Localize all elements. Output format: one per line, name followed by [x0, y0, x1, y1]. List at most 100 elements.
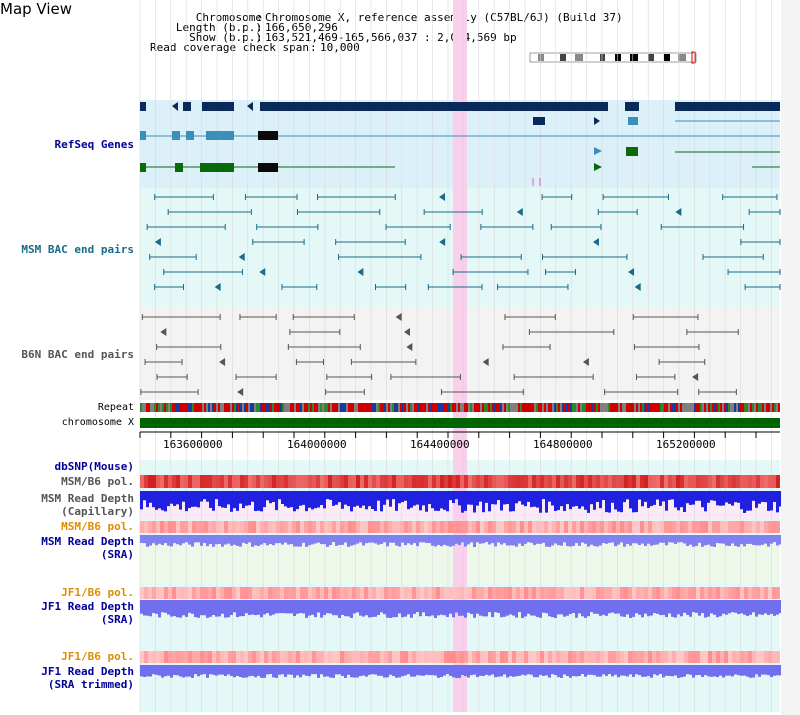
jf1-b6-pol-track-2[interactable] — [140, 651, 780, 663]
depth-bar — [305, 491, 308, 512]
repeat-element — [554, 403, 556, 412]
pol-cell — [616, 587, 620, 599]
depth-bar — [593, 491, 596, 510]
depth-bar — [242, 491, 245, 509]
depth-bar — [224, 491, 227, 508]
depth-bar — [302, 491, 305, 505]
depth-bar — [617, 491, 620, 512]
repeat-element — [248, 403, 250, 412]
refseq-genes[interactable] — [140, 102, 780, 172]
chromosome-ideogram[interactable] — [529, 51, 697, 64]
depth-bar — [329, 600, 332, 614]
repeat-element — [606, 403, 608, 412]
pol-cell — [208, 587, 212, 599]
track-label-jf1-b6-pol[interactable]: JF1/B6 pol. — [61, 586, 134, 599]
depth-bar — [545, 491, 548, 513]
depth-bar — [398, 491, 401, 504]
jf1-b6-pol-track-1[interactable] — [140, 587, 780, 599]
track-label-msm-b6-pol-2[interactable]: MSM/B6 pol. — [61, 520, 134, 533]
pol-cell — [712, 475, 716, 488]
depth-bar — [161, 600, 164, 613]
pol-cell — [496, 587, 500, 599]
pol-cell — [200, 521, 204, 533]
depth-bar — [551, 665, 554, 675]
depth-bar — [182, 600, 185, 616]
pol-cell — [376, 521, 380, 533]
depth-bar — [755, 665, 758, 675]
b6n-bac-features[interactable] — [140, 313, 739, 396]
depth-bar — [209, 600, 212, 617]
repeat-track[interactable] — [140, 403, 780, 412]
pol-cell — [232, 587, 236, 599]
track-label-msm-bac[interactable]: MSM BAC end pairs — [21, 243, 134, 256]
repeat-element — [390, 403, 392, 412]
track-label-msm-b6-pol[interactable]: MSM/B6 pol. — [61, 475, 134, 488]
depth-bar — [440, 600, 443, 615]
track-label-jf1-b6-pol-2[interactable]: JF1/B6 pol. — [61, 650, 134, 663]
depth-bar — [749, 600, 752, 615]
pol-cell — [580, 475, 584, 488]
depth-bar — [644, 600, 647, 614]
msm-depth-capillary-track[interactable] — [140, 491, 782, 513]
repeat-element — [368, 403, 370, 412]
depth-bar — [305, 665, 308, 676]
msm-b6-pol-track-1[interactable] — [140, 475, 780, 488]
depth-bar — [719, 600, 722, 617]
msm-bac-features[interactable] — [146, 193, 781, 291]
depth-bar — [596, 600, 599, 614]
depth-bar — [140, 600, 143, 614]
repeat-element — [676, 403, 678, 412]
track-label-dbsnp[interactable]: dbSNP(Mouse) — [54, 460, 134, 473]
pol-cell — [652, 521, 656, 533]
pol-cell — [352, 651, 356, 663]
track-label-msm-depth-sra[interactable]: MSM Read Depth — [41, 535, 134, 548]
track-label-jf1-depth-trim[interactable]: JF1 Read Depth — [41, 665, 134, 678]
repeat-element — [444, 403, 446, 412]
pol-cell — [672, 651, 676, 663]
pol-cell — [572, 521, 576, 533]
chromosome-bar[interactable] — [140, 418, 780, 428]
depth-bar — [683, 535, 686, 544]
depth-bar — [521, 535, 524, 547]
depth-bar — [290, 665, 293, 675]
pol-cell — [300, 651, 304, 663]
msm-depth-sra-track[interactable] — [140, 535, 782, 547]
depth-bar — [161, 491, 164, 511]
depth-bar — [695, 535, 698, 547]
right-scrollbar[interactable] — [781, 0, 800, 715]
depth-bar — [665, 600, 668, 618]
msm-b6-pol-track-2[interactable] — [140, 521, 780, 533]
track-label-jf1-depth-sra[interactable]: JF1 Read Depth — [41, 600, 134, 613]
pol-cell — [220, 651, 224, 663]
depth-bar — [275, 600, 278, 614]
depth-bar — [218, 665, 221, 675]
jf1-depth-sra-track[interactable] — [140, 600, 782, 618]
depth-bar — [152, 535, 155, 544]
pol-cell — [652, 651, 656, 663]
depth-bar — [557, 535, 560, 546]
pol-cell — [352, 521, 356, 533]
depth-bar — [257, 491, 260, 511]
depth-bar — [158, 600, 161, 618]
pol-cell — [172, 587, 176, 599]
depth-bar — [773, 491, 776, 502]
depth-bar — [680, 535, 683, 543]
repeat-element — [534, 403, 536, 412]
repeat-element — [482, 403, 484, 412]
depth-bar — [626, 491, 629, 500]
pol-cell — [584, 521, 588, 533]
jf1-depth-trimmed-track[interactable] — [140, 665, 782, 678]
track-label-b6n-bac[interactable]: B6N BAC end pairs — [21, 348, 134, 361]
pol-cell — [364, 651, 368, 663]
depth-bar — [623, 665, 626, 676]
pol-cell — [168, 521, 172, 533]
track-label-refseq[interactable]: RefSeq Genes — [54, 138, 134, 151]
depth-bar — [272, 665, 275, 678]
depth-bar — [617, 535, 620, 545]
depth-bar — [392, 491, 395, 500]
depth-bar — [308, 600, 311, 616]
depth-bar — [392, 600, 395, 618]
track-label-msm-depth-cap[interactable]: MSM Read Depth — [41, 492, 134, 505]
pol-cell — [504, 587, 508, 599]
